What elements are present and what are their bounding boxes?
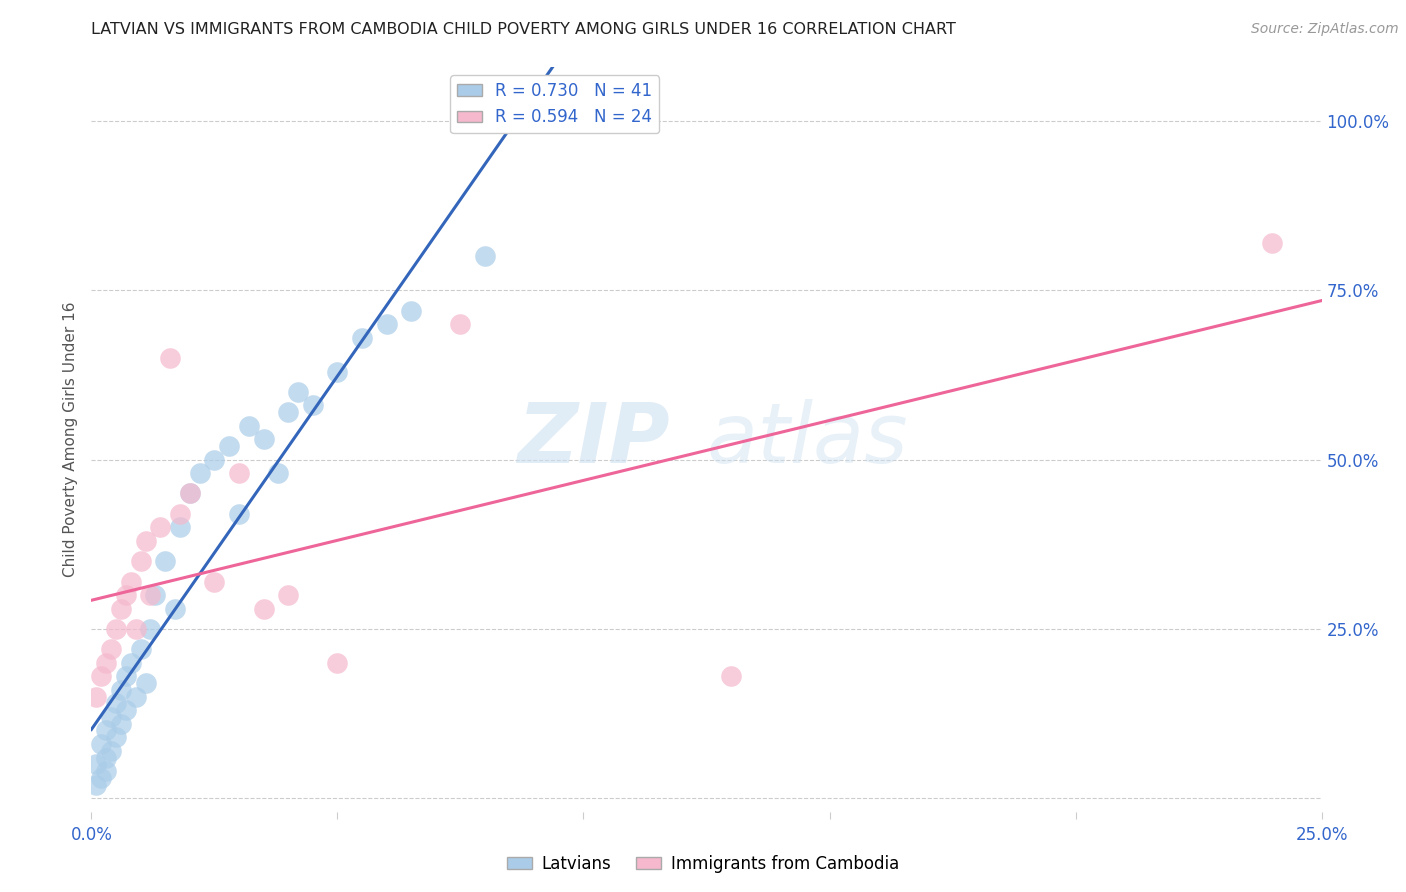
Point (86, 690, 108, 704)
Point (90, 669, 112, 683)
Point (169, 507, 191, 521)
Text: ZIP: ZIP (517, 399, 669, 480)
Text: Source: ZipAtlas.com: Source: ZipAtlas.com (1251, 22, 1399, 37)
Point (326, 656, 349, 670)
Point (399, 303, 422, 318)
Text: atlas: atlas (706, 399, 908, 480)
Point (124, 690, 146, 704)
Point (179, 486, 201, 500)
Legend: Latvians, Immigrants from Cambodia: Latvians, Immigrants from Cambodia (501, 848, 905, 880)
Point (238, 418, 260, 433)
Point (110, 716, 132, 731)
Point (202, 574, 225, 589)
Point (139, 588, 162, 602)
Point (202, 452, 225, 467)
Point (86, 778, 108, 792)
Y-axis label: Child Poverty Among Girls Under 16: Child Poverty Among Girls Under 16 (62, 301, 77, 577)
Point (100, 710, 122, 724)
Legend: R = 0.730   N = 41, R = 0.594   N = 24: R = 0.730 N = 41, R = 0.594 N = 24 (450, 75, 659, 133)
Point (720, 669, 742, 683)
Point (120, 574, 142, 589)
Point (228, 466, 250, 480)
Point (169, 520, 191, 534)
Point (253, 433, 276, 447)
Point (179, 486, 201, 500)
Point (110, 682, 132, 697)
Point (114, 588, 138, 602)
Point (90, 737, 112, 751)
Point (96, 656, 117, 670)
Point (287, 384, 309, 399)
Point (114, 669, 138, 683)
Point (149, 520, 172, 534)
Point (96, 723, 117, 738)
Point (100, 744, 122, 758)
Point (449, 317, 471, 331)
Point (96, 764, 117, 778)
Point (105, 622, 127, 636)
Point (352, 331, 374, 345)
Point (105, 697, 127, 711)
Point (277, 588, 299, 602)
Point (129, 642, 152, 657)
Point (228, 507, 250, 521)
Point (139, 622, 162, 636)
Point (1261, 235, 1284, 250)
Point (135, 676, 156, 690)
Point (163, 601, 186, 615)
Point (100, 642, 122, 657)
Point (474, 250, 496, 264)
Point (188, 466, 211, 480)
Point (145, 588, 166, 602)
Point (86, 757, 108, 772)
Point (114, 703, 138, 717)
Point (90, 771, 112, 785)
Point (110, 601, 132, 615)
Point (301, 399, 323, 413)
Point (96, 750, 117, 764)
Point (124, 622, 146, 636)
Point (135, 533, 156, 548)
Point (253, 601, 276, 615)
Point (153, 554, 177, 568)
Point (159, 351, 181, 365)
Point (218, 439, 240, 453)
Point (129, 554, 152, 568)
Point (120, 656, 142, 670)
Point (277, 405, 299, 419)
Point (547, 114, 569, 128)
Text: LATVIAN VS IMMIGRANTS FROM CAMBODIA CHILD POVERTY AMONG GIRLS UNDER 16 CORRELATI: LATVIAN VS IMMIGRANTS FROM CAMBODIA CHIL… (91, 22, 956, 37)
Point (375, 317, 398, 331)
Point (267, 466, 290, 480)
Point (326, 365, 349, 379)
Point (105, 730, 127, 744)
